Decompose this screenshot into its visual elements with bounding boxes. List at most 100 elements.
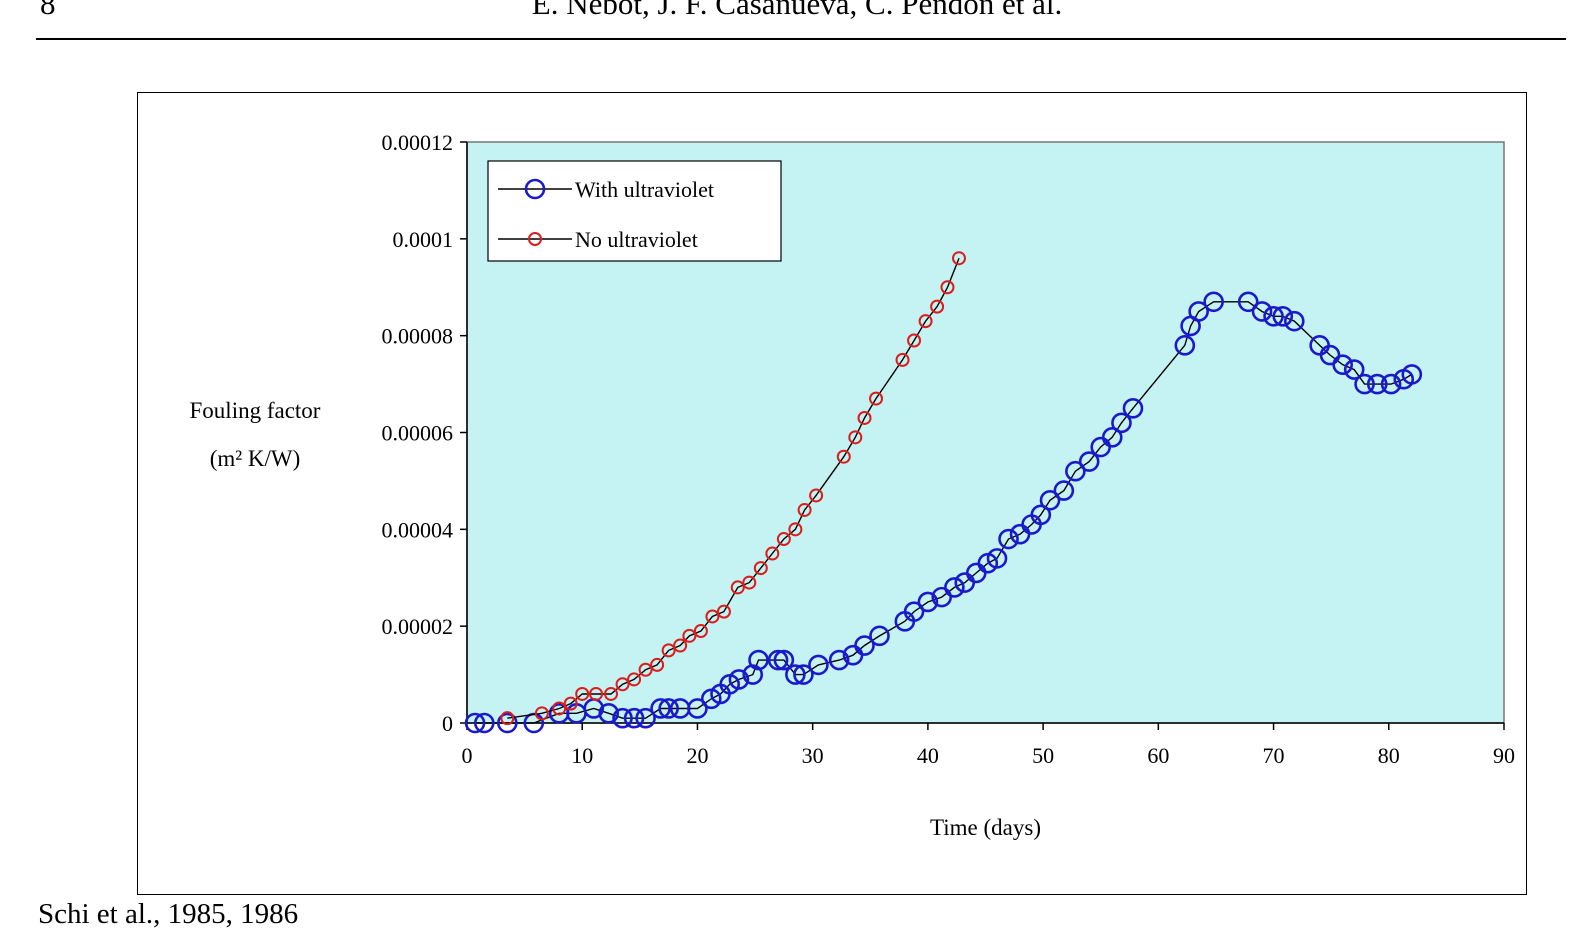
data-point-with-uv [998,528,1019,550]
data-point-no-uv [753,561,768,576]
x-tick-label: 10 [571,743,593,768]
data-point-with-uv [635,707,656,729]
data-point-no-uv [589,686,604,701]
x-tick-label: 50 [1032,743,1054,768]
data-point-with-uv [931,586,953,608]
data-point-with-uv [1343,359,1365,380]
y-tick-label: 0.00008 [382,324,454,349]
data-point-with-uv [1263,306,1284,327]
data-point-no-uv [836,449,851,464]
data-point-no-uv [951,251,966,266]
x-tick-label: 80 [1378,743,1400,768]
data-point-with-uv [1319,344,1341,366]
x-tick-label: 20 [686,743,708,768]
data-point-no-uv [776,532,791,547]
running-head: E. Nebot, J. F. Casanueva, C. Pendón et … [531,0,1063,21]
data-point-with-uv [808,654,829,676]
data-point-with-uv [473,712,495,734]
data-point-with-uv [854,635,875,656]
data-point-no-uv [615,677,630,692]
y-tick-label: 0.00002 [382,614,454,639]
data-point-no-uv [500,711,515,726]
y-tick-label: 0.00012 [382,130,454,155]
y-axis-title-line1: Fouling factor [190,398,321,423]
data-point-no-uv [742,575,757,590]
data-point-with-uv [1380,373,1402,395]
page-number: 8 [40,0,56,21]
data-point-with-uv [944,577,965,598]
data-point-no-uv [705,609,720,624]
y-tick-label: 0.00004 [382,517,454,542]
fouling-factor-chart: 0 0.00002 0.00004 0.00006 0.00008 0.0001 0.000… [190,130,1516,840]
data-point-with-uv [903,601,925,622]
data-point-no-uv [575,686,590,701]
data-point-with-uv [1401,364,1423,385]
data-point-with-uv [1283,310,1305,332]
data-point-no-uv [809,488,824,503]
legend-marker-with-uv [524,178,546,200]
data-point-no-uv [869,391,884,406]
data-point-no-uv [797,502,812,517]
legend: With ultraviolet No ultraviolet [487,160,782,262]
data-point-no-uv [788,522,803,537]
data-point-with-uv [1039,489,1061,511]
data-point-with-uv [793,664,814,685]
data-point-no-uv [895,352,910,367]
x-tick-label: 0 [462,743,473,768]
data-point-no-uv [673,638,688,653]
axes: 0 0.00002 0.00004 0.00006 0.00008 0.0001 0.000… [382,130,1516,768]
y-tick-label: 0 [442,711,453,736]
data-point-no-uv [730,580,745,595]
legend-label-no-uv: No ultraviolet [575,227,698,252]
data-point-no-uv [627,672,642,687]
data-point-with-uv [650,698,671,719]
data-point-no-uv [650,657,665,672]
data-point-with-uv [1251,301,1273,322]
x-axis-title: Time (days) [930,815,1041,840]
data-point-with-uv [767,649,789,671]
data-point-with-uv [828,649,850,671]
y-axis-title-line2: (m² K/W) [210,446,301,471]
data-point-with-uv [917,591,939,613]
x-tick-label: 90 [1493,743,1515,768]
data-point-no-uv [638,662,653,677]
data-point-no-uv [857,410,872,425]
data-point-no-uv [682,628,697,643]
data-point-no-uv [552,701,567,716]
data-point-no-uv [716,604,731,619]
data-point-no-uv [563,696,578,711]
x-tick-label: 40 [917,743,939,768]
x-tick-label: 70 [1263,743,1285,768]
data-point-with-uv [1174,335,1196,356]
data-point-with-uv [1053,480,1075,501]
data-point-with-uv [748,649,769,671]
data-point-with-uv [687,698,708,719]
data-series [464,251,1423,734]
data-point-no-uv [604,686,619,701]
data-point-with-uv [773,649,795,671]
y-tick-label: 0.0001 [393,227,454,252]
data-point-with-uv [658,698,679,719]
x-tick-label: 60 [1147,743,1169,768]
data-point-no-uv [930,299,945,314]
data-point-no-uv [765,546,780,561]
data-point-no-uv [940,280,955,295]
data-point-with-uv [1188,301,1209,322]
data-point-with-uv [1101,427,1123,448]
data-point-with-uv [1122,397,1144,419]
data-point-with-uv [464,712,486,734]
data-point-with-uv [1203,291,1224,313]
data-point-with-uv [1111,412,1132,434]
data-point-with-uv [785,664,806,685]
data-point-with-uv [598,703,620,724]
data-point-with-uv [497,712,518,734]
data-point-with-uv [1354,373,1375,395]
data-point-with-uv [1332,354,1353,376]
data-point-with-uv [1078,451,1100,472]
data-point-no-uv [918,314,933,329]
legend-label-with-uv: With ultraviolet [575,177,714,202]
data-point-no-uv [848,430,863,445]
data-point-with-uv [612,707,633,729]
data-point-with-uv [623,707,645,729]
data-point-no-uv [907,333,922,348]
